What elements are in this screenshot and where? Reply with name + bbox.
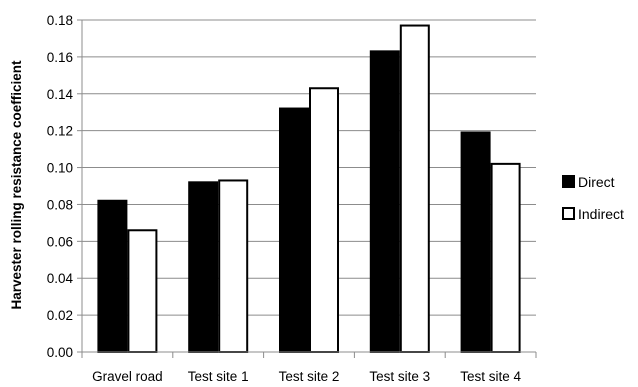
bar-direct-3	[369, 50, 400, 353]
bar-indirect-3	[399, 24, 430, 354]
legend-label-indirect: Indirect	[578, 206, 624, 222]
bar-direct-4	[460, 131, 491, 353]
axes	[77, 19, 537, 358]
bar-direct-2	[279, 107, 309, 353]
y-tick-label: 0.16	[47, 50, 73, 65]
bar-direct-0	[97, 199, 128, 353]
legend-label-direct: Direct	[578, 174, 615, 190]
y-tick-label: 0.08	[47, 197, 73, 212]
bars	[97, 24, 521, 354]
tick-labels: 0.00 0.02 0.04 0.06 0.08 0.10 0.12 0.14 0.16 0.18…	[47, 13, 522, 384]
legend-swatch-indirect	[562, 207, 575, 220]
legend-swatch-direct	[562, 175, 575, 188]
y-tick-label: 0.12	[47, 124, 73, 139]
bar-indirect-1	[218, 179, 249, 353]
y-axis-label: Harvester rolling resistance coefficient	[9, 60, 24, 310]
bar-indirect-0	[127, 229, 158, 353]
y-tick-label: 0.14	[47, 87, 74, 102]
y-tick-label: 0.04	[47, 271, 74, 286]
x-tick-label: Test site 1	[188, 369, 249, 384]
x-tick-label: Gravel road	[92, 369, 163, 384]
y-tick-label: 0.02	[47, 308, 73, 323]
y-tick-label: 0.00	[47, 345, 73, 360]
legend: Direct Indirect	[562, 174, 624, 222]
bar-direct-1	[188, 181, 219, 353]
y-tick-label: 0.10	[47, 161, 73, 176]
bar-indirect-4	[490, 162, 521, 353]
y-tick-label: 0.18	[47, 13, 73, 28]
y-tick-label: 0.06	[47, 234, 73, 249]
x-tick-label: Test site 4	[460, 369, 521, 384]
bar-indirect-2	[309, 87, 339, 353]
x-tick-label: Test site 2	[279, 369, 340, 384]
x-tick-label: Test site 3	[369, 369, 430, 384]
